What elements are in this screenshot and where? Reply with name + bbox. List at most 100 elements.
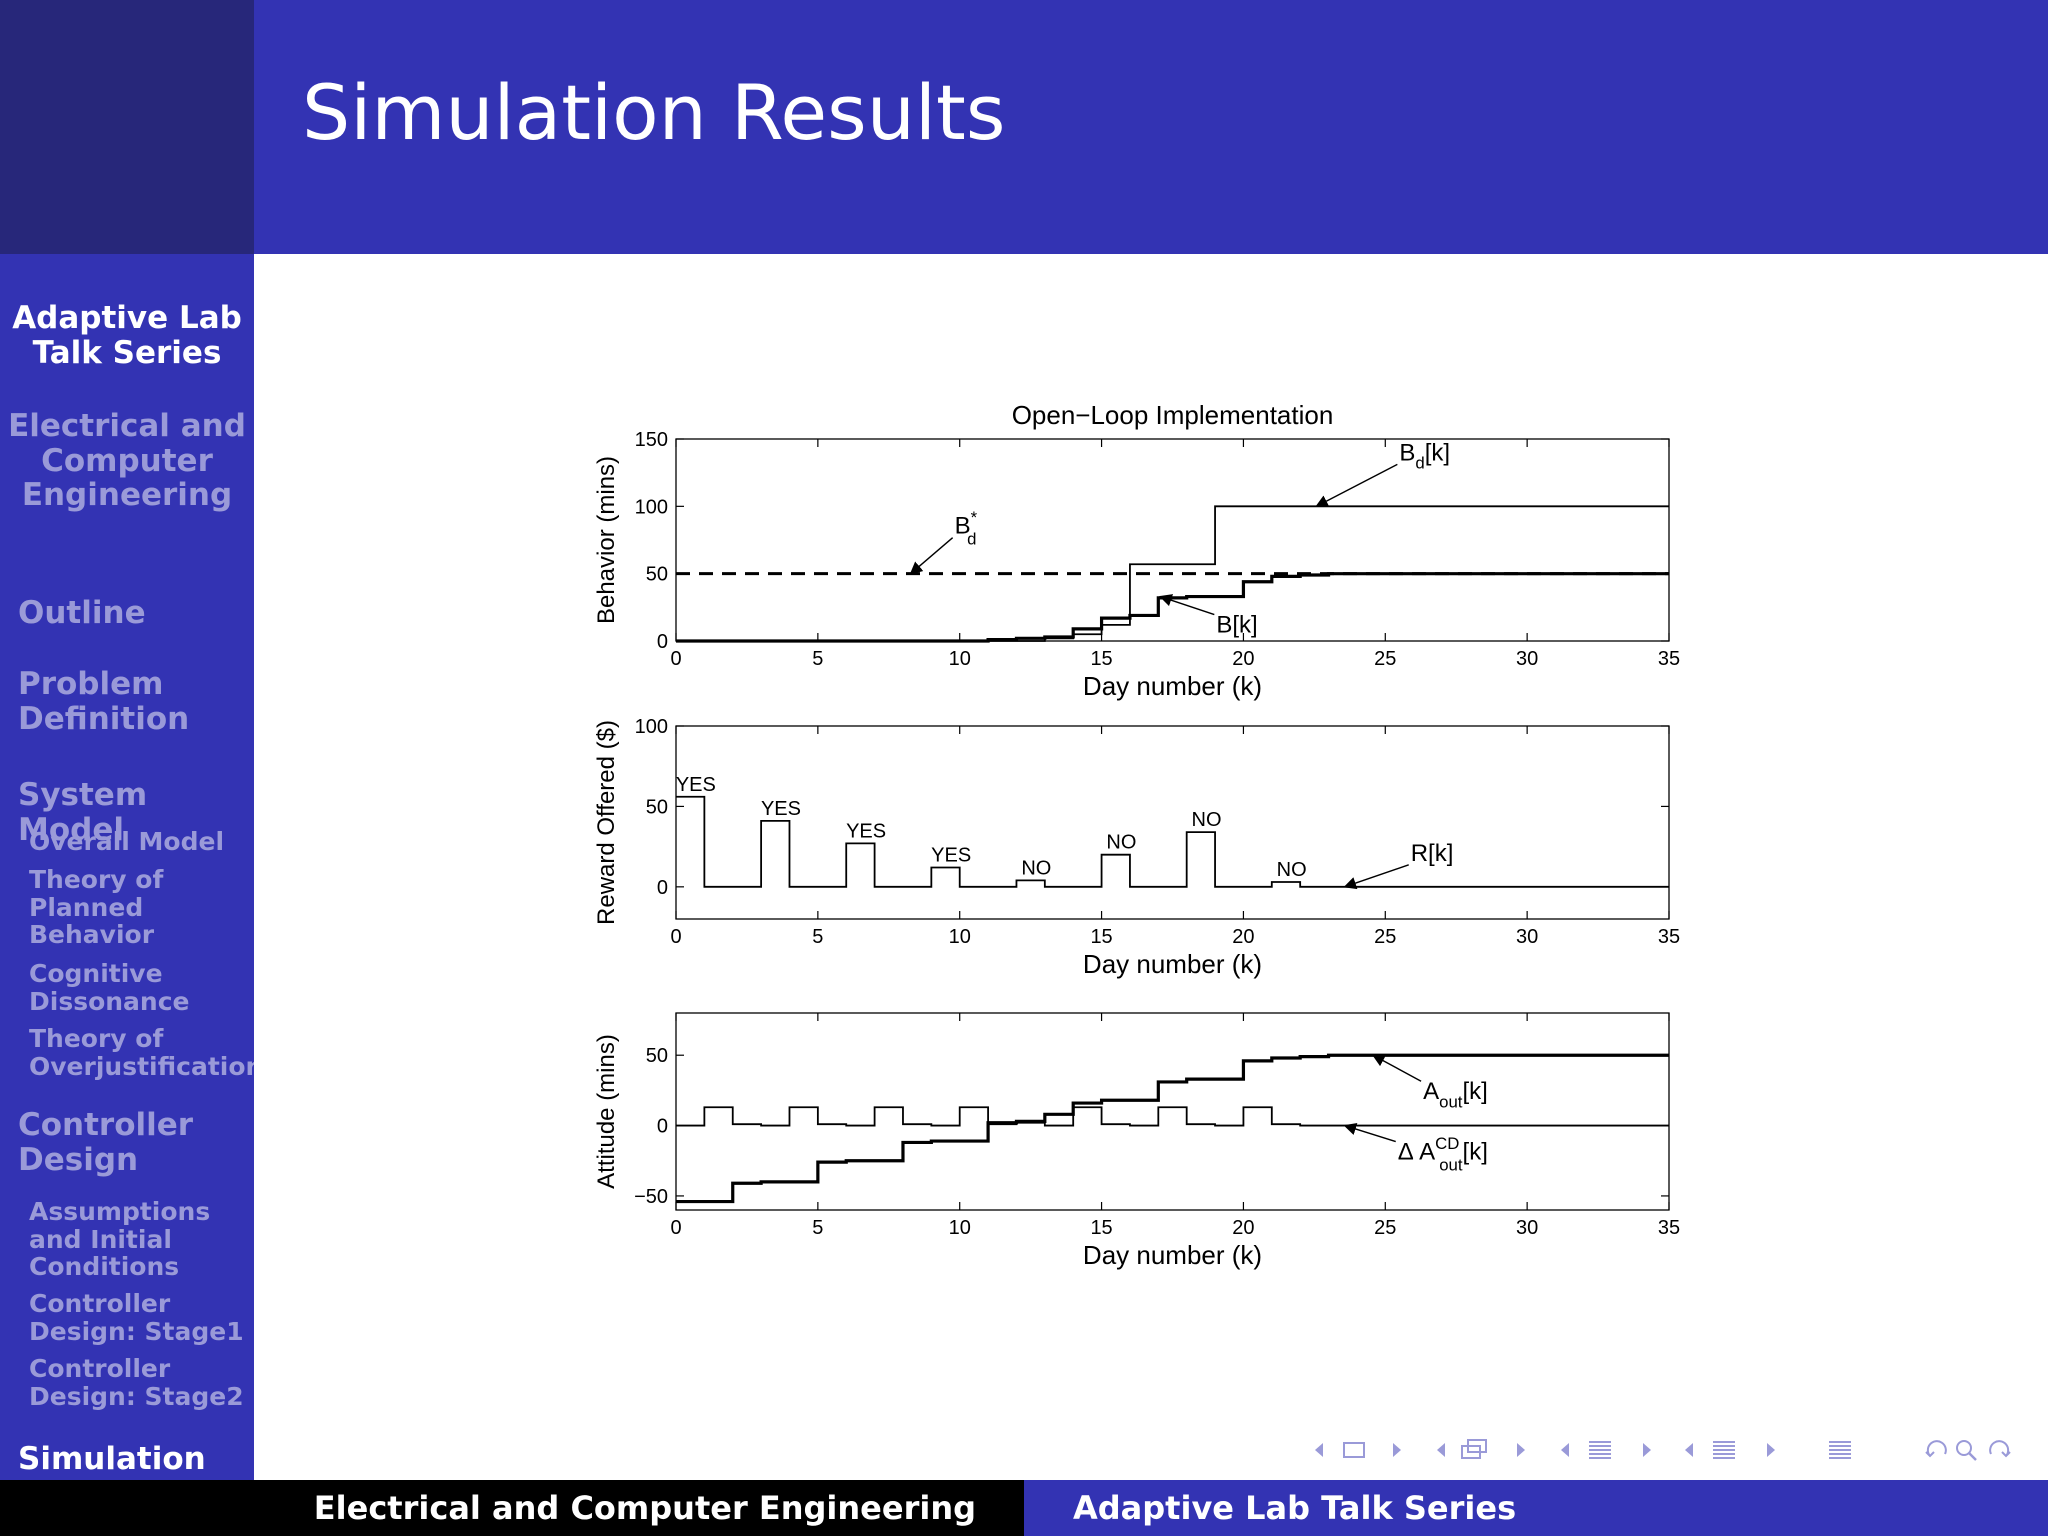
- item-line: Controller: [29, 1289, 171, 1318]
- arrow-left-shape[interactable]: [1315, 1443, 1323, 1457]
- x-tick-label: 10: [949, 926, 971, 948]
- x-tick-label: 0: [670, 1217, 681, 1239]
- arrow-left-shape[interactable]: [1561, 1443, 1569, 1457]
- arrow-right-shape[interactable]: [1767, 1443, 1775, 1457]
- sidebar-item-assumptions[interactable]: Assumptions and Initial Conditions: [29, 1198, 254, 1281]
- sidebar-item-theory-of-overjustification[interactable]: Theory of Overjustification: [29, 1025, 254, 1080]
- arrow-right-icon[interactable]: [1393, 1443, 1401, 1457]
- arrow-right-icon[interactable]: [1643, 1443, 1651, 1457]
- sidebar-item-controller-design-stage1[interactable]: Controller Design: Stage1: [29, 1290, 254, 1345]
- x-axis-label: Day number (k): [1083, 1240, 1262, 1270]
- subsection-shape-back[interactable]: [1467, 1439, 1487, 1453]
- data-label: YES: [931, 845, 971, 867]
- institute-line: Engineering: [21, 477, 233, 514]
- series-line-3: [676, 572, 1669, 643]
- sidebar-item-overall-model[interactable]: Overall Model: [29, 827, 225, 856]
- item-line: Theory of: [29, 865, 164, 894]
- sidebar-section-system-model[interactable]: System Model: [18, 777, 148, 848]
- arrow-right-icon[interactable]: [1517, 1443, 1525, 1457]
- frame-shape[interactable]: [1343, 1442, 1365, 1458]
- x-tick-label: 10: [949, 1217, 971, 1239]
- x-axis-label: Day number (k): [1083, 949, 1262, 979]
- arrow-left-icon[interactable]: [1685, 1443, 1693, 1457]
- sidebar-section-outline[interactable]: Outline: [18, 595, 146, 631]
- sidebar-section-problem-definition[interactable]: Problem Definition: [18, 667, 254, 736]
- simulation-figure: 0 5 10 15 20 25 30 35 0 50 100 150 Day number (k) Beh…: [584, 390, 1694, 1290]
- search-lens[interactable]: [1956, 1440, 1972, 1456]
- sidebar-item-theory-of-planned-behavior[interactable]: Theory of Planned Behavior: [29, 866, 254, 949]
- x-tick-label: 25: [1374, 1217, 1396, 1239]
- arrow-right-shape[interactable]: [1517, 1443, 1525, 1457]
- plot-frame: [675, 438, 1670, 642]
- arrow-right-shape[interactable]: [1643, 1443, 1651, 1457]
- y-axis-label: Reward Offered ($): [593, 720, 620, 925]
- arrow-right-icon[interactable]: [1767, 1443, 1775, 1457]
- y-axis-label: Attitude (mins): [593, 1034, 620, 1189]
- annotation-label: Bd[k]: [1399, 439, 1450, 472]
- sidebar-item-cognitive-dissonance[interactable]: Cognitive Dissonance: [29, 960, 254, 1015]
- section-label-line: Definition: [18, 700, 190, 737]
- x-tick-label: 20: [1232, 1217, 1254, 1239]
- arrow-left-icon[interactable]: [1315, 1443, 1323, 1457]
- annotation-arrow: [1159, 594, 1215, 616]
- x-tick-label: 35: [1658, 1217, 1680, 1239]
- annotation-arrow: [1343, 864, 1409, 890]
- x-axis-label: Day number (k): [1083, 671, 1262, 701]
- chart-title: Open−Loop Implementation: [1012, 400, 1334, 430]
- sidebar-section-simulation[interactable]: Simulation: [18, 1441, 206, 1477]
- arrow-left-shape[interactable]: [1437, 1443, 1445, 1457]
- annotation-arrow: [1343, 1122, 1396, 1143]
- item-line: and Initial: [29, 1224, 172, 1254]
- data-label: NO: [1021, 857, 1051, 879]
- y-tick-label: 100: [635, 716, 668, 738]
- series-line-1: [676, 795, 1669, 888]
- align-icon[interactable]: [1829, 1441, 1851, 1459]
- sidebar-section-controller-design[interactable]: Controller Design: [18, 1108, 254, 1177]
- section-icon[interactable]: [1589, 1441, 1611, 1459]
- footer-talk-title-text: Adaptive Lab Talk Series: [1073, 1489, 1517, 1527]
- arrow-left-shape[interactable]: [1685, 1443, 1693, 1457]
- x-tick-label: 5: [812, 926, 823, 948]
- slide-icon[interactable]: [1713, 1441, 1735, 1459]
- item-line: Conditions: [29, 1252, 180, 1281]
- sidebar: Adaptive Lab Talk Series Electrical and …: [0, 254, 254, 1480]
- y-axis-label: Behavior (mins): [593, 456, 620, 624]
- arrow-left-icon[interactable]: [1561, 1443, 1569, 1457]
- y-tick-label: 100: [635, 496, 668, 518]
- subsection-icon[interactable]: [1461, 1439, 1487, 1459]
- back-shape[interactable]: [1925, 1440, 1947, 1458]
- arrow-right-shape[interactable]: [1393, 1443, 1401, 1457]
- y-tick-label: 50: [646, 1045, 668, 1067]
- forward-icon[interactable]: [1989, 1440, 2011, 1458]
- frame-icon[interactable]: [1343, 1442, 1365, 1458]
- item-line: Overjustification: [29, 1051, 254, 1081]
- sidebar-institute[interactable]: Electrical and Computer Engineering: [0, 409, 254, 513]
- data-label: NO: [1277, 859, 1307, 881]
- item-line: Cognitive: [29, 959, 163, 988]
- annotation-label: B* d: [955, 508, 978, 549]
- sidebar-header-block: [0, 0, 254, 254]
- sidebar-item-controller-design-stage2[interactable]: Controller Design: Stage2: [29, 1355, 254, 1410]
- forward-shape[interactable]: [1989, 1440, 2011, 1458]
- item-line: Assumptions: [29, 1197, 211, 1226]
- annotation-label: B[k]: [1216, 612, 1257, 639]
- item-line: Design: Stage1: [29, 1316, 244, 1346]
- page-title: Simulation Results: [302, 68, 1006, 157]
- x-tick-label: 30: [1516, 648, 1538, 670]
- footer-talk-title: Adaptive Lab Talk Series: [1024, 1480, 2048, 1536]
- y-tick-label: 50: [646, 564, 668, 586]
- x-tick-label: 10: [949, 648, 971, 670]
- x-tick-label: 5: [812, 648, 823, 670]
- slide-header: Simulation Results: [254, 0, 2048, 254]
- sidebar-talk-title[interactable]: Adaptive Lab Talk Series: [0, 301, 254, 370]
- item-line: Planned: [29, 892, 144, 922]
- x-tick-label: 30: [1516, 1217, 1538, 1239]
- chart-panel-2: 0 5 10 15 20 25 30 35 0 50 100 Day number (k) Reward…: [593, 716, 1680, 979]
- search-handle[interactable]: [1968, 1452, 1977, 1461]
- search-icon[interactable]: [1956, 1440, 1977, 1461]
- institute-line: Computer: [41, 442, 213, 479]
- arrow-left-icon[interactable]: [1437, 1443, 1445, 1457]
- series-line-1: [676, 1053, 1669, 1204]
- back-icon[interactable]: [1925, 1440, 1947, 1458]
